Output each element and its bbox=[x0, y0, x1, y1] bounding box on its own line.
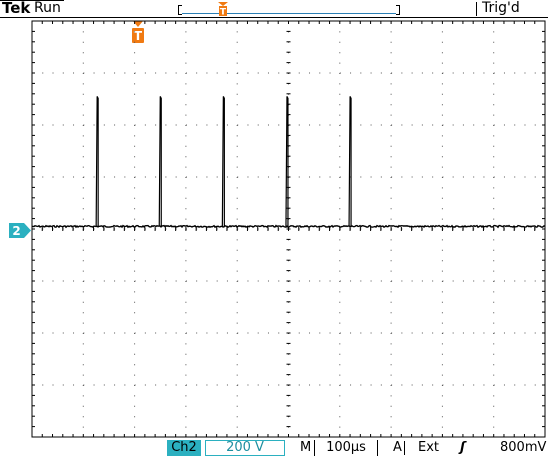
channel-2-trace bbox=[32, 96, 546, 229]
trigger-status: Trig'd bbox=[482, 0, 520, 16]
readout-separator bbox=[404, 441, 405, 455]
channel-2-marker-label: 2 bbox=[12, 224, 20, 238]
volts-per-div-readout[interactable]: 200 V bbox=[205, 440, 285, 456]
trigger-slope-icon[interactable]: ʃ bbox=[460, 440, 466, 455]
status-bar: Tek Run T Trig'd bbox=[0, 0, 548, 18]
record-position-icon[interactable]: T bbox=[218, 2, 228, 16]
top-tick bbox=[0, 0, 64, 1]
record-window-line bbox=[182, 13, 396, 14]
time-per-div-readout[interactable]: 100µs bbox=[314, 440, 378, 456]
record-right-bracket bbox=[396, 5, 400, 15]
header-divider bbox=[0, 17, 548, 18]
channel-badge[interactable]: Ch2 bbox=[167, 440, 201, 456]
svg-text:T: T bbox=[220, 8, 227, 17]
trigger-level[interactable]: 800mV bbox=[500, 440, 547, 455]
trace-pulse bbox=[158, 96, 162, 227]
trigger-coupling-label: A bbox=[393, 440, 402, 455]
brand-logo: Tek bbox=[2, 0, 31, 17]
trace-pulse bbox=[221, 96, 225, 227]
trace-pulse bbox=[285, 96, 289, 227]
record-left-bracket bbox=[178, 5, 182, 15]
svg-text:T: T bbox=[134, 29, 143, 43]
trigger-separator bbox=[476, 2, 477, 16]
trace-pulse bbox=[95, 96, 99, 227]
graticule bbox=[31, 20, 546, 438]
channel-2-marker-icon[interactable]: 2 bbox=[9, 223, 31, 238]
trace-baseline bbox=[32, 224, 546, 229]
acquisition-state: Run bbox=[34, 0, 61, 16]
trace-pulse bbox=[348, 96, 352, 227]
record-view-bar[interactable] bbox=[178, 5, 400, 15]
timebase-mode-label: M bbox=[300, 440, 312, 455]
trigger-source[interactable]: Ext bbox=[418, 440, 440, 455]
readout-bar: Ch2 200 V M 100µs A Ext ʃ 800mV bbox=[0, 439, 548, 458]
